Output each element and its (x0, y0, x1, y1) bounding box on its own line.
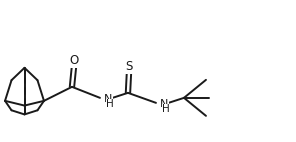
Text: H: H (107, 99, 114, 109)
Text: N: N (104, 94, 112, 104)
Text: H: H (163, 104, 170, 114)
Text: O: O (69, 54, 79, 67)
Text: N: N (160, 99, 168, 109)
Text: S: S (125, 60, 133, 73)
